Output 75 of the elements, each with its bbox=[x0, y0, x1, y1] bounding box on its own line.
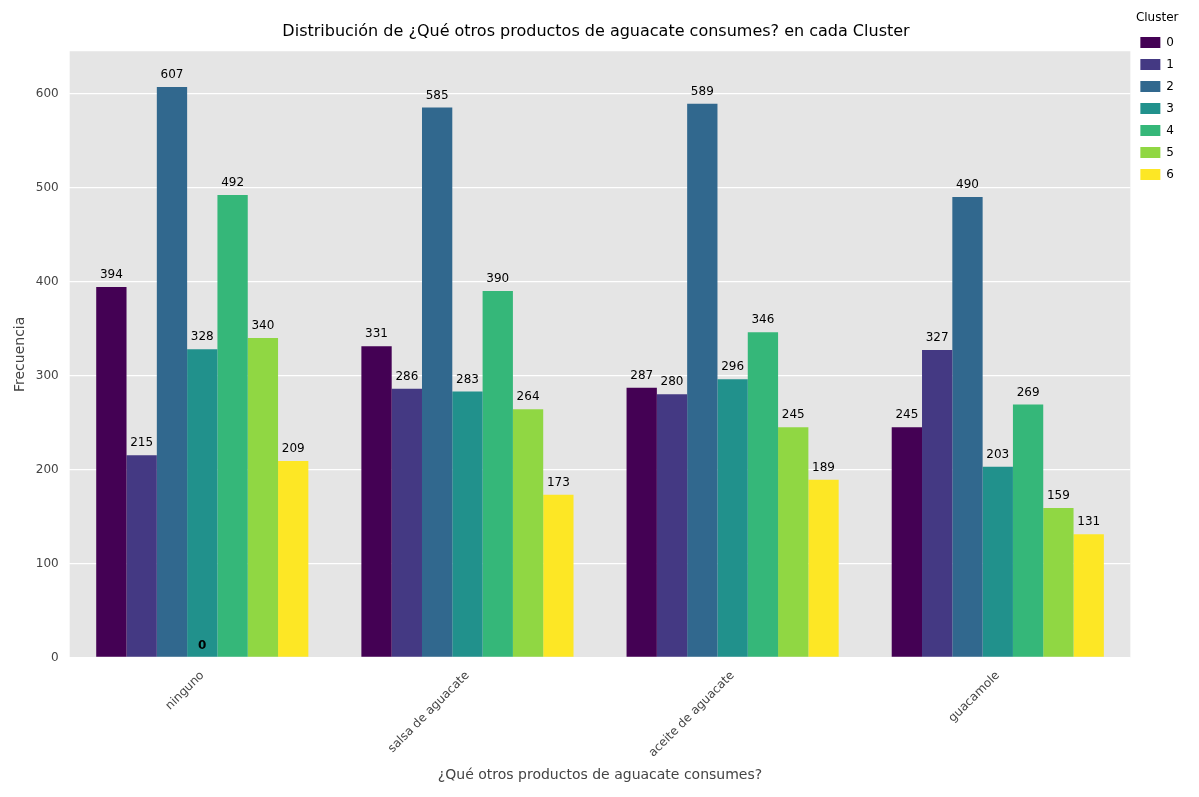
legend-label: 2 bbox=[1166, 78, 1175, 93]
bar bbox=[747, 332, 779, 657]
data-label: 131 bbox=[1077, 514, 1101, 529]
bar bbox=[1012, 404, 1044, 657]
bar bbox=[156, 86, 188, 657]
data-label: 331 bbox=[365, 326, 388, 341]
bar bbox=[422, 107, 453, 657]
data-label: 340 bbox=[251, 318, 275, 332]
bar bbox=[361, 346, 392, 657]
bar bbox=[126, 455, 157, 657]
data-label: 390 bbox=[486, 271, 510, 286]
y-tick-label: 300 bbox=[35, 367, 59, 382]
bar bbox=[808, 479, 839, 657]
y-tick-label: 200 bbox=[35, 461, 59, 476]
bar bbox=[482, 290, 513, 657]
legend-label: 4 bbox=[1166, 122, 1175, 137]
data-label: 346 bbox=[751, 312, 775, 327]
data-label: 287 bbox=[630, 367, 654, 382]
bar bbox=[217, 195, 248, 657]
bar bbox=[247, 337, 279, 657]
legend-title: Cluster bbox=[1135, 10, 1179, 25]
bar bbox=[391, 388, 422, 657]
data-label: 269 bbox=[1016, 384, 1040, 399]
data-label: 245 bbox=[895, 407, 919, 422]
y-tick-label: 100 bbox=[35, 555, 59, 570]
bar bbox=[278, 461, 309, 657]
y-tick-label: 600 bbox=[35, 85, 59, 100]
data-label: 159 bbox=[1046, 488, 1070, 503]
bar bbox=[626, 387, 657, 657]
legend-label: 6 bbox=[1166, 166, 1175, 181]
bar bbox=[187, 349, 218, 657]
bar bbox=[1073, 534, 1104, 657]
data-label: 215 bbox=[130, 435, 154, 450]
data-label: 189 bbox=[812, 459, 835, 474]
data-label: 245 bbox=[781, 407, 805, 422]
bar bbox=[1043, 508, 1074, 657]
data-label: 490 bbox=[956, 177, 979, 192]
data-label: 209 bbox=[281, 441, 305, 456]
data-label: 589 bbox=[690, 83, 714, 98]
data-label: 283 bbox=[456, 371, 479, 386]
data-label: 607 bbox=[160, 67, 184, 82]
data-label: 585 bbox=[425, 87, 449, 102]
data-label: 328 bbox=[190, 329, 214, 344]
data-label: 296 bbox=[721, 359, 745, 374]
chart-title: Distribución de ¿Qué otros productos de aguacate consumes? en cada Cluster bbox=[282, 20, 911, 40]
x-axis-title: ¿Qué otros productos de aguacate consumes? bbox=[437, 766, 763, 783]
data-label: 280 bbox=[660, 374, 684, 389]
data-label: 286 bbox=[395, 368, 419, 383]
data-label: 173 bbox=[546, 474, 570, 489]
data-label: 492 bbox=[221, 175, 245, 190]
y-axis-title: Frecuencia bbox=[11, 316, 28, 392]
bar bbox=[512, 409, 544, 657]
legend-label: 3 bbox=[1166, 100, 1175, 115]
bar bbox=[452, 391, 483, 657]
bar bbox=[982, 466, 1013, 657]
bar bbox=[922, 350, 953, 657]
bar bbox=[952, 196, 983, 657]
bar bbox=[656, 394, 688, 657]
bar bbox=[687, 103, 718, 657]
data-label: 264 bbox=[516, 389, 540, 404]
bar bbox=[543, 494, 574, 657]
bar bbox=[96, 287, 127, 657]
annotation: 0 bbox=[198, 637, 207, 652]
data-label: 327 bbox=[925, 330, 949, 345]
y-tick-label: 400 bbox=[35, 273, 59, 288]
legend-label: 0 bbox=[1166, 34, 1175, 49]
legend-label: 5 bbox=[1166, 144, 1175, 159]
bar bbox=[717, 379, 748, 657]
y-tick-label: 500 bbox=[35, 179, 59, 194]
bar bbox=[891, 427, 923, 657]
y-tick-label: 0 bbox=[51, 649, 59, 664]
bar bbox=[778, 427, 809, 657]
data-label: 203 bbox=[986, 446, 1010, 461]
legend-label: 1 bbox=[1166, 56, 1175, 71]
data-label: 394 bbox=[99, 267, 123, 282]
